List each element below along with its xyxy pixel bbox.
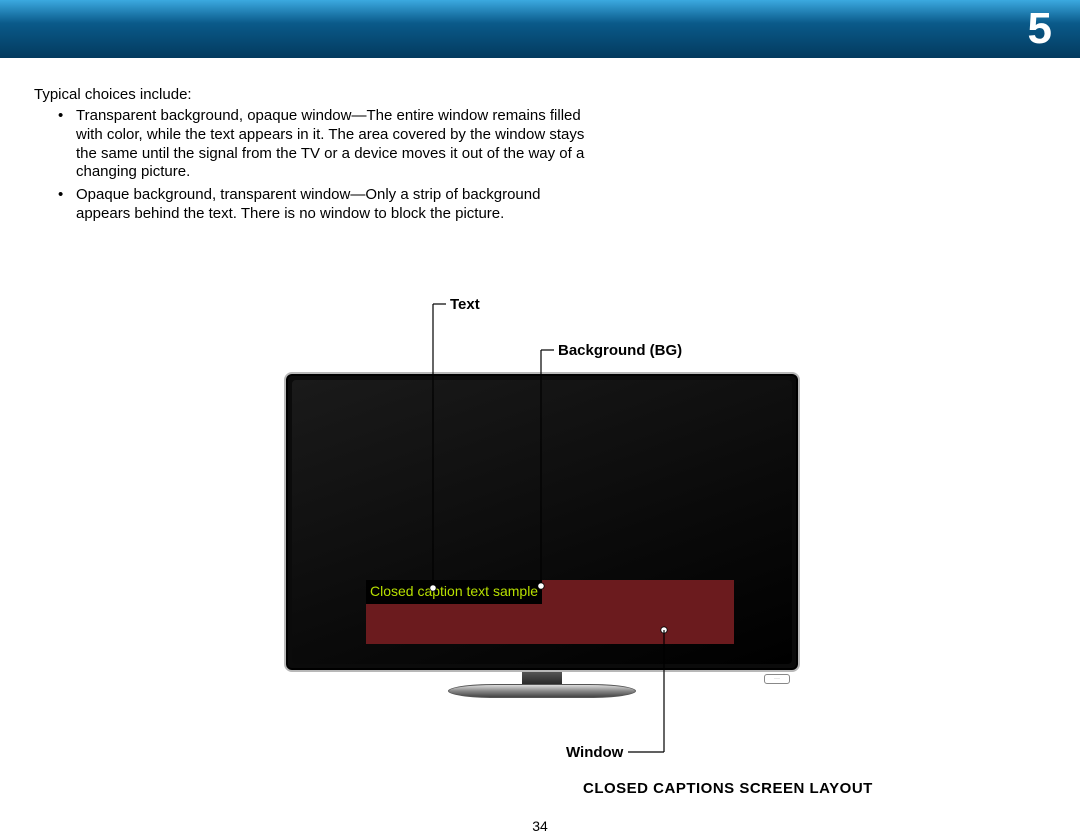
page-number: 34 bbox=[532, 818, 548, 834]
caption-text: Closed caption text sample bbox=[370, 583, 538, 599]
caption-background: Closed caption text sample bbox=[366, 580, 542, 604]
body-text: Typical choices include: Transparent bac… bbox=[0, 58, 1080, 224]
callout-label-text: Text bbox=[450, 296, 480, 313]
figure-title: CLOSED CAPTIONS SCREEN LAYOUT bbox=[583, 780, 873, 797]
intro-text: Typical choices include: bbox=[34, 86, 1046, 103]
page-header: 5 bbox=[0, 0, 1080, 58]
bullet-list: Transparent background, opaque window—Th… bbox=[34, 107, 1046, 224]
chapter-number: 5 bbox=[1028, 4, 1052, 54]
tv-frame: Closed caption text sample bbox=[284, 372, 800, 672]
bullet-item: Transparent background, opaque window—Th… bbox=[76, 107, 596, 182]
tv-screen: Closed caption text sample bbox=[292, 380, 792, 664]
callout-label-window: Window bbox=[566, 744, 623, 761]
brand-badge-icon: ··· bbox=[764, 674, 790, 684]
bullet-item: Opaque background, transparent window—On… bbox=[76, 186, 596, 224]
tv-stand-base bbox=[448, 684, 636, 698]
diagram: Text Background (BG) Closed caption text… bbox=[0, 280, 1080, 800]
callout-label-background: Background (BG) bbox=[558, 342, 682, 359]
caption-window: Closed caption text sample bbox=[366, 580, 734, 644]
